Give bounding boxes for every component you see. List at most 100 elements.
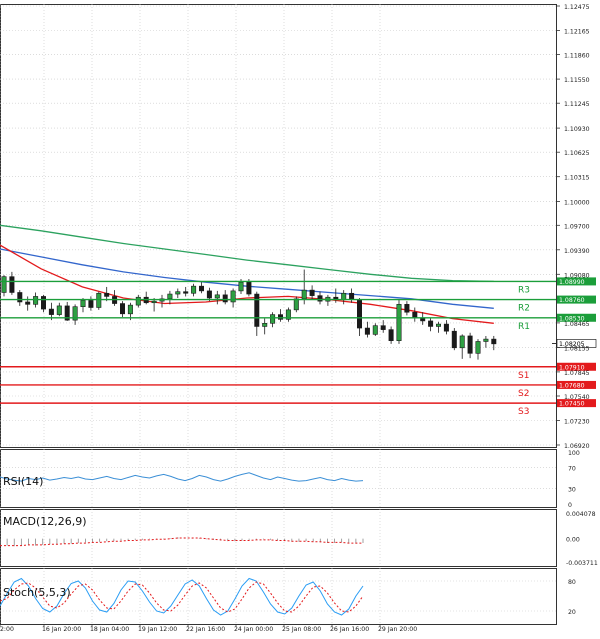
candle-bearish	[40, 296, 46, 310]
candle-bearish	[380, 325, 386, 330]
candle-bearish	[104, 292, 110, 297]
candle-bullish	[483, 338, 489, 342]
level-label-r1: R1	[518, 322, 530, 332]
level-tag-value: 1.08530	[559, 315, 585, 322]
candle-bearish	[206, 290, 212, 299]
candle-bearish	[222, 294, 228, 303]
candle-bullish	[191, 285, 197, 294]
stoch-tick-label: 80	[568, 579, 576, 586]
level-tag-s2	[557, 380, 596, 389]
stoch-tick-label: 20	[568, 609, 576, 616]
candle-bearish	[88, 300, 94, 308]
price-tick-label: 1.07845	[564, 370, 590, 377]
candle-bearish	[364, 327, 370, 335]
candle-bearish	[199, 285, 205, 292]
stoch-d-line	[0, 581, 364, 613]
candle-bullish	[435, 323, 441, 327]
level-tag-value: 1.07450	[559, 401, 585, 408]
rsi-tick-label: 100	[568, 450, 580, 457]
time-tick-label: 25 Jan 08:00	[282, 626, 321, 633]
candle-bearish	[349, 292, 355, 300]
candle-bearish	[412, 311, 418, 319]
time-tick-label: 29 Jan 20:00	[378, 626, 417, 633]
candle-bearish	[25, 301, 31, 305]
candle-bullish	[80, 300, 86, 308]
candle-bearish	[467, 335, 473, 354]
candle-bullish	[475, 341, 481, 354]
price-tick-label: 1.11860	[564, 53, 590, 60]
panel-frame-2	[0, 509, 557, 567]
level-tag-s3	[557, 399, 596, 408]
rsi-panel: 100 70 30 0 RSI(14)	[0, 450, 580, 509]
level-label-r3: R3	[518, 285, 530, 295]
candle-bullish	[127, 304, 133, 315]
rsi-tick-label: 30	[568, 486, 576, 493]
price-tick-label: 1.07230	[564, 419, 590, 426]
level-tag-value: 1.08760	[559, 297, 585, 304]
time-tick-label: 24 Jan 00:00	[234, 626, 273, 633]
level-tag-r2	[557, 295, 596, 304]
candle-bullish	[56, 305, 62, 315]
candle-bullish	[396, 304, 402, 341]
time-tick-label: 2:00	[0, 626, 14, 633]
macd-signal-line	[0, 537, 363, 547]
support-resistance-levels: 1.08990 R3 1.08760 R2 1.08530 R1 1.07910 S1 1.07…	[0, 277, 597, 417]
level-label-s3: S3	[518, 407, 529, 417]
time-tick-label: 18 Jan 04:00	[90, 626, 129, 633]
candle-bullish	[341, 292, 347, 300]
macd-panel: 0.004078 0.00 -0.003711 MACD(12,26,9)	[0, 511, 598, 567]
panel-frame-1	[0, 449, 557, 508]
panel-frame-3	[0, 568, 557, 625]
price-tick-label: 1.07540	[564, 394, 590, 401]
level-tag-r3	[557, 277, 596, 286]
price-tick-label: 1.09080	[564, 272, 590, 279]
candle-bearish	[443, 323, 449, 332]
level-label-s2: S2	[518, 389, 529, 399]
candle-bearish	[9, 276, 15, 293]
stoch-label: Stoch(5,5,3)	[3, 586, 71, 599]
macd-tick-label: 0.004078	[566, 511, 596, 518]
price-axis: 1.12475 1.12165 1.11860 1.11550 1.11245 1.109…	[556, 4, 590, 450]
candle-bullish	[301, 289, 307, 300]
candle-bearish	[17, 292, 23, 303]
level-tag-r1	[557, 313, 596, 322]
price-tick-label: 1.06920	[564, 443, 590, 450]
candle-bullish	[459, 335, 465, 349]
price-tick-label: 1.08465	[564, 321, 590, 328]
candle-bullish	[151, 300, 157, 304]
candle-bearish	[317, 295, 323, 302]
macd-tick-label: -0.003711	[566, 560, 598, 567]
candle-bearish	[64, 305, 70, 321]
candle-bearish	[277, 314, 283, 320]
time-axis: 2:00 16 Jan 20:00 18 Jan 04:00 19 Jan 12:00…	[0, 624, 417, 633]
stoch-k-line	[0, 577, 364, 616]
level-tag-s1	[557, 362, 596, 371]
price-tick-label: 1.09390	[564, 248, 590, 255]
time-tick-label: 19 Jan 12:00	[138, 626, 177, 633]
candle-bearish	[48, 308, 54, 315]
panel-frame-0	[0, 4, 557, 448]
level-tag-value: 1.07680	[559, 382, 585, 389]
candle-bullish	[135, 296, 141, 306]
price-tick-label: 1.11550	[564, 77, 590, 84]
time-tick-label: 22 Jan 16:00	[186, 626, 225, 633]
candle-bearish	[404, 304, 410, 313]
rsi-tick-label: 70	[568, 466, 576, 473]
candle-bearish	[491, 338, 497, 345]
price-tick-label: 1.10315	[564, 175, 590, 182]
price-tick-label: 1.09700	[564, 223, 590, 230]
candle-bullish	[33, 296, 39, 305]
candle-bullish	[293, 298, 299, 311]
candle-bearish	[120, 303, 126, 315]
rsi-tick-label: 0	[568, 502, 572, 509]
candle-bearish	[183, 291, 189, 294]
macd-label: MACD(12,26,9)	[3, 515, 87, 528]
price-tick-label: 1.08155	[564, 345, 590, 352]
candle-bullish	[167, 293, 173, 300]
candle-bearish	[356, 299, 362, 329]
level-label-r2: R2	[518, 304, 530, 314]
level-tag-value: 1.08990	[559, 279, 585, 286]
price-tick-label: 1.10930	[564, 126, 590, 133]
time-tick-label: 26 Jan 16:00	[330, 626, 369, 633]
price-tick-label: 1.11245	[564, 101, 590, 108]
